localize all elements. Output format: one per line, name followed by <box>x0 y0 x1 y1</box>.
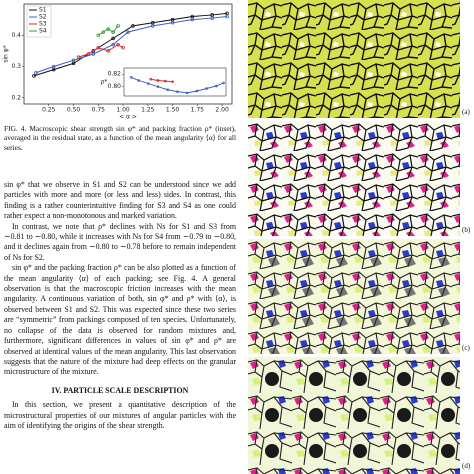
data-point <box>190 17 195 22</box>
paragraph: In contrast, we note that ρ* declines wi… <box>4 221 236 262</box>
y-tick-label: 0.4 <box>11 32 21 39</box>
series-line <box>35 16 228 74</box>
body-text: sin φ* that we observe in S1 and S2 can … <box>4 180 236 431</box>
legend-label: S1 <box>39 7 47 14</box>
data-point <box>137 79 140 82</box>
data-point <box>166 88 170 92</box>
data-point <box>170 20 175 25</box>
data-point <box>163 79 167 83</box>
panel-image <box>248 239 460 354</box>
x-tick-label: 0.50 <box>67 107 81 114</box>
data-point <box>86 52 91 56</box>
data-point <box>150 24 155 28</box>
figure-chart: 0.25 0.50 0.75 1.00 1.25 1.50 1.75 2.00 0.2 0.3 0.… <box>3 3 233 121</box>
data-point <box>101 30 106 34</box>
y-tick-label: 0.2 <box>11 94 21 101</box>
paragraph: sin φ* and the packing fraction ρ* can b… <box>4 263 236 377</box>
data-point <box>91 52 96 56</box>
data-point <box>156 79 160 82</box>
panel-image <box>248 0 460 118</box>
x-tick-label: 1.75 <box>191 107 205 114</box>
data-point <box>126 30 130 34</box>
section-title: IV. PARTICLE SCALE DESCRIPTION <box>51 385 189 395</box>
data-point <box>146 82 150 85</box>
data-point <box>111 30 115 34</box>
data-point <box>96 33 101 38</box>
data-point <box>210 16 214 20</box>
series-line <box>150 78 173 83</box>
data-point <box>76 55 81 59</box>
data-point <box>149 77 153 81</box>
data-point <box>111 36 115 41</box>
data-point <box>121 45 125 50</box>
x-tick-label: 1.25 <box>141 107 155 114</box>
panel-label: (c) <box>462 344 470 352</box>
x-tick-label: 2.00 <box>215 107 229 114</box>
data-point <box>131 24 135 28</box>
x-tick-label: 0.25 <box>42 107 56 114</box>
legend-label: S4 <box>39 28 47 35</box>
data-point <box>222 81 225 85</box>
inset-y-tick-label: 0.82 <box>108 71 122 78</box>
legend-label: S3 <box>39 21 47 28</box>
panel-image <box>248 121 460 236</box>
y-tick-label: 0.3 <box>11 63 21 70</box>
panel-label: (d) <box>462 462 471 470</box>
data-point <box>129 76 133 79</box>
data-point <box>185 91 189 95</box>
data-point <box>116 42 120 47</box>
data-point <box>205 87 208 90</box>
x-tick-label: 1.50 <box>166 107 180 114</box>
series-line <box>131 76 224 94</box>
data-point <box>34 70 38 75</box>
series-line <box>98 25 119 36</box>
x-tick-label: 1.00 <box>116 107 130 114</box>
data-point <box>106 27 110 31</box>
inset-y-label: ρ* <box>101 79 108 86</box>
figure-caption: FIG. 4. Macroscopic shear strength sin φ… <box>4 124 236 152</box>
right-column: (a) (b) (c) (d) <box>246 0 474 474</box>
data-point <box>51 64 56 69</box>
legend-label: S2 <box>39 14 47 21</box>
paragraph: sin φ* that we observe in S1 and S2 can … <box>4 180 236 221</box>
data-point <box>225 14 229 19</box>
x-axis-label: < α > <box>119 114 137 121</box>
data-point <box>106 49 110 53</box>
y-axis-label: sin φ* <box>3 45 10 62</box>
x-tick-label: 0.75 <box>92 107 106 114</box>
data-point <box>171 80 174 83</box>
data-point <box>32 74 36 78</box>
inset-y-tick-label: 0.80 <box>108 83 122 90</box>
panel-image <box>248 357 460 474</box>
panel-label: (a) <box>462 108 470 116</box>
data-point <box>176 90 179 93</box>
left-column: 0.25 0.50 0.75 1.00 1.25 1.50 1.75 2.00 0.2 0.3 0.… <box>3 3 236 431</box>
data-point <box>71 58 76 63</box>
data-point <box>156 85 160 88</box>
inset-frame <box>123 67 227 97</box>
paragraph: In this section, we present a quantitati… <box>4 400 236 430</box>
data-point <box>96 45 101 50</box>
data-point <box>116 24 120 28</box>
panel-label: (b) <box>462 226 471 234</box>
series-line <box>33 12 228 77</box>
legend-box <box>26 5 52 38</box>
data-point <box>195 89 199 93</box>
data-point <box>111 42 115 47</box>
data-point <box>214 84 218 88</box>
